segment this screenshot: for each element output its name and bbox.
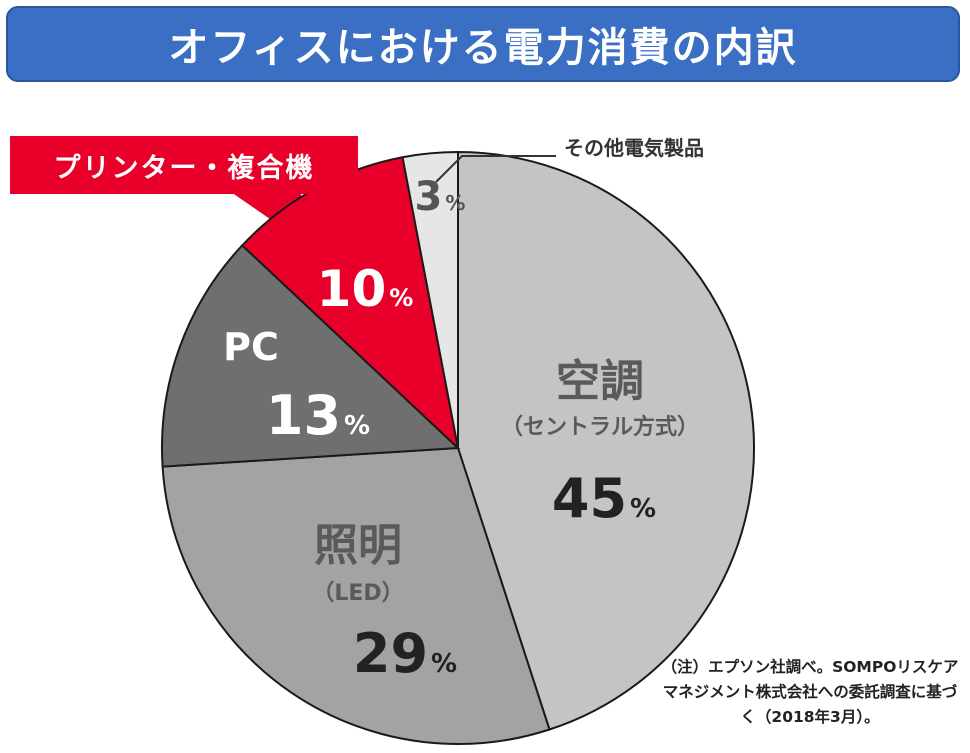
other-appliances-label: その他電気製品 [564, 136, 704, 160]
label-lighting-name: 照明 [314, 520, 402, 571]
label-lighting-sub: （LED） [312, 581, 403, 606]
pie-slice-1 [161, 446, 551, 745]
label-printer-value: 10% [317, 260, 414, 318]
label-aircon-value: 45% [552, 467, 656, 530]
source-note: （注）エプソン社調べ。SOMPOリスケアマネジメント株式会社への委託調査に基づく… [661, 658, 959, 726]
label-aircon-sub: （セントラル方式） [501, 414, 699, 440]
pie-slice-0 [457, 150, 755, 731]
label-pc-value: 13% [266, 384, 370, 447]
label-pc-name: PC [223, 325, 279, 369]
printer-callout: プリンター・複合機 [10, 136, 358, 194]
label-lighting-value: 29% [353, 622, 457, 685]
other-leader-line [435, 155, 556, 183]
label-aircon-name: 空調 [556, 356, 644, 407]
pie-slice-4 [401, 150, 459, 449]
chart-title: オフィスにおける電力消費の内訳 [168, 25, 798, 71]
pie-slice-2 [161, 243, 461, 468]
title-bar: オフィスにおける電力消費の内訳 [6, 6, 960, 82]
printer-callout-label: プリンター・複合機 [53, 152, 315, 184]
label-other-value: 3% [415, 174, 466, 220]
